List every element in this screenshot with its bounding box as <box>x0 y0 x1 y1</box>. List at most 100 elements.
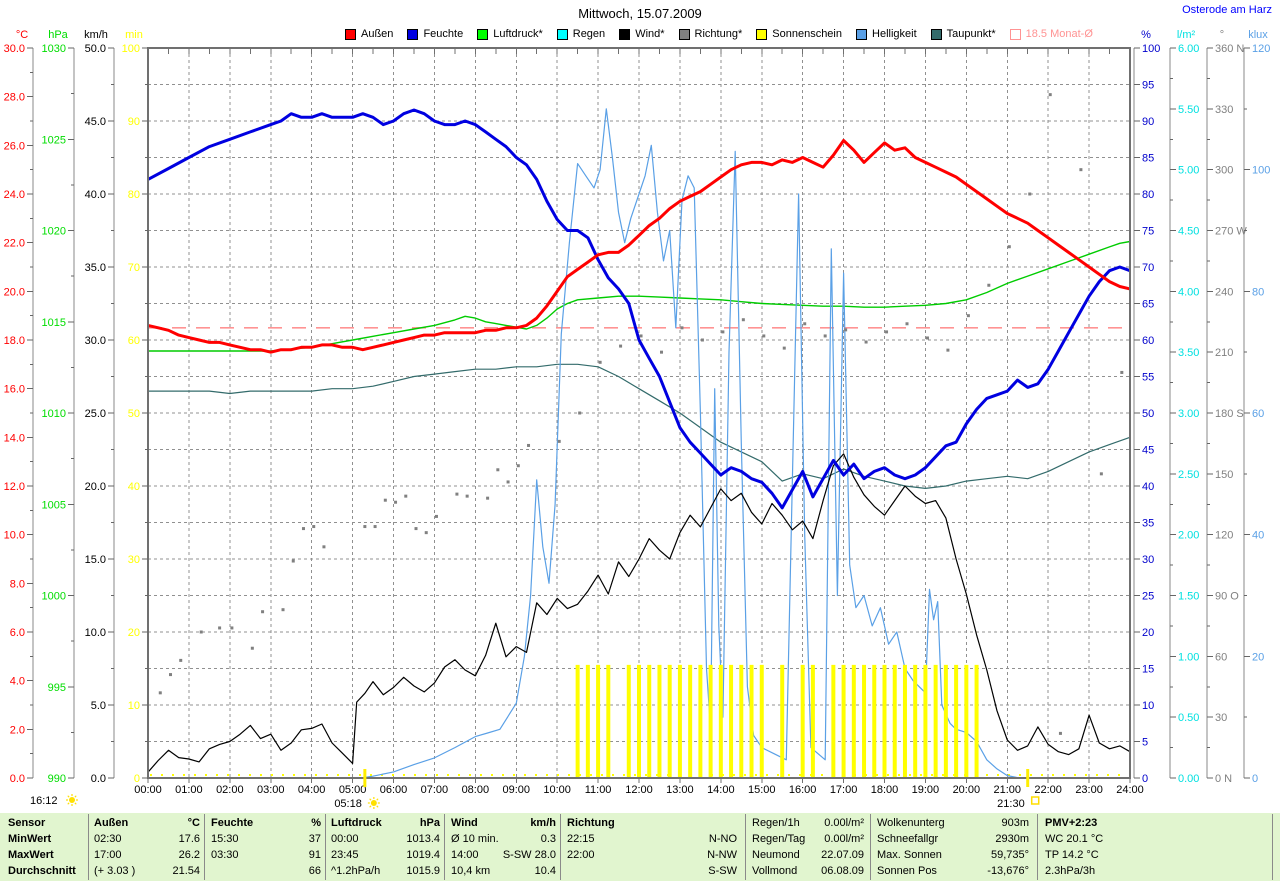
stat-cell-label: 10,4 km <box>451 865 491 877</box>
stat-row: Feuchte% <box>211 815 321 831</box>
axis-label: 80 <box>1142 189 1154 201</box>
series-richtung-dot <box>1099 472 1103 476</box>
stat-cell-value: N-NW <box>707 849 737 861</box>
axis-label: 8.0 <box>10 578 25 590</box>
axis-label: 16:00 <box>789 784 817 796</box>
axis-label: 45 <box>1142 445 1154 457</box>
stat-col-aussen: Außen °C 02:30 17.6 17:00 26.2 (+ 3.03 ) 21.54 <box>94 815 200 879</box>
axis-label: 13:00 <box>666 784 694 796</box>
series-richtung-dot <box>1079 168 1083 172</box>
axis-label: 17:00 <box>830 784 858 796</box>
stat-cell-value: 21.54 <box>172 865 200 877</box>
axis-label: 60 <box>1142 335 1154 347</box>
axis-label: 50 <box>128 408 140 420</box>
stat-cell-label: TP 14.2 °C <box>1045 849 1099 861</box>
axis-label: min <box>125 29 143 41</box>
series-aussen <box>147 139 1131 354</box>
axis-label: 16.0 <box>4 384 25 396</box>
stat-row: Wolkenunterg 903m <box>877 815 1029 831</box>
axis-label: 01:00 <box>175 784 203 796</box>
axis-label: 1010 <box>42 408 66 420</box>
series-richtung-dot <box>823 334 827 338</box>
stat-cell-label: Durchschnitt <box>8 865 76 877</box>
series-luftdruck <box>148 240 1131 352</box>
axis-label: 20.0 <box>4 286 25 298</box>
axis-label: 4.00 <box>1178 286 1199 298</box>
stat-col-row-headers: Sensor MinWert MaxWert Durchschnitt <box>8 815 83 879</box>
series-richtung-dot <box>660 350 664 354</box>
axis-label: 55 <box>1142 372 1154 384</box>
series-richtung-dot <box>291 559 295 563</box>
axis-label: 100 <box>122 43 140 55</box>
axis-label: 09:00 <box>502 784 530 796</box>
series-richtung-dot <box>905 322 909 326</box>
stat-cell-value: 1013.4 <box>406 833 440 845</box>
series-richtung-dot <box>363 525 367 529</box>
legend-swatch-icon <box>477 28 489 40</box>
stat-row: 00:00 1013.4 <box>331 831 440 847</box>
stat-cell-label: Regen/1h <box>752 817 800 829</box>
legend-label: Sonnenschein <box>772 28 842 40</box>
stats-table: Sensor MinWert MaxWert Durchschnitt Außen °C 0… <box>0 813 1280 881</box>
series-feuchte <box>147 108 1131 510</box>
axis-label: 1.00 <box>1178 651 1199 663</box>
stat-cell-label: Regen/Tag <box>752 833 806 845</box>
stat-cell-label: Neumond <box>752 849 800 861</box>
series-richtung-dot <box>158 691 162 695</box>
axis-label: 35.0 <box>85 262 106 274</box>
sunset-square-icon <box>1030 796 1040 805</box>
stat-row: 10,4 km 10.4 <box>451 863 556 879</box>
stat-row: 14:00 S-SW 28.0 <box>451 847 556 863</box>
stat-col-feuchte: Feuchte% 15:30 37 03:30 91 66 <box>211 815 321 879</box>
stat-cell-value: 66 <box>308 865 321 877</box>
series-richtung-dot <box>465 494 469 498</box>
sunrise-sun-icon <box>369 805 372 808</box>
stat-cell-value: N-NO <box>708 833 737 845</box>
stat-row: PMV+2:23 <box>1045 815 1260 831</box>
stat-col-luftdruck: Luftdruck hPa 00:00 1013.4 23:45 1019.4 ^1.2hP… <box>331 815 440 879</box>
axis-label: 10 <box>128 700 140 712</box>
axis-label: 95 <box>1142 80 1154 92</box>
axis-label: 10.0 <box>4 530 25 542</box>
stat-row: 03:30 91 <box>211 847 321 863</box>
axis-label: 0.50 <box>1178 712 1199 724</box>
axis-label: 80 <box>128 189 140 201</box>
stat-cell-value: 1019.4 <box>406 849 440 861</box>
legend-item-feuchte: Feuchte <box>407 28 463 40</box>
axis-label: 240 <box>1215 286 1233 298</box>
stats-divider <box>88 814 89 880</box>
axis-label: 180 S <box>1215 408 1244 420</box>
day-length-sun-icon <box>69 797 75 803</box>
stat-cell-label: MaxWert <box>8 849 54 861</box>
day-length-sun-icon <box>74 795 77 798</box>
legend-item-wind: Wind* <box>619 28 665 40</box>
series-richtung-dot <box>578 411 582 415</box>
stat-cell-label: WC 20.1 °C <box>1045 833 1104 845</box>
legend-label: Wind* <box>635 28 665 40</box>
series-richtung-dot <box>516 464 520 468</box>
legend-swatch-icon <box>930 28 942 40</box>
stat-row: Ø 10 min. 0.3 <box>451 831 556 847</box>
axis-label: 14:00 <box>707 784 735 796</box>
series-richtung-dot <box>598 360 602 364</box>
axis-label: 4.50 <box>1178 226 1199 238</box>
stat-row: 15:30 37 <box>211 831 321 847</box>
stats-divider <box>870 814 871 880</box>
legend-swatch-icon <box>1009 28 1021 40</box>
axis-label: 11:00 <box>585 784 612 796</box>
legend-swatch-icon <box>678 28 690 40</box>
series-richtung-dot <box>1007 245 1011 249</box>
series-richtung-dot <box>179 658 183 662</box>
axis-label: 1005 <box>42 499 66 511</box>
axis-label: 0 <box>134 773 140 785</box>
stat-cell-value: 903m <box>1001 817 1029 829</box>
axis-label: 40 <box>128 481 140 493</box>
axis-label: 40.0 <box>85 189 106 201</box>
axis-label: 90 <box>1142 116 1154 128</box>
axis-label: 18.0 <box>4 335 25 347</box>
series-richtung-dot <box>1120 370 1124 374</box>
axis-label: 30.0 <box>85 335 106 347</box>
series-richtung-dot <box>987 283 991 287</box>
axis-label: 300 <box>1215 165 1233 177</box>
sunrise-sun-icon <box>376 798 379 801</box>
